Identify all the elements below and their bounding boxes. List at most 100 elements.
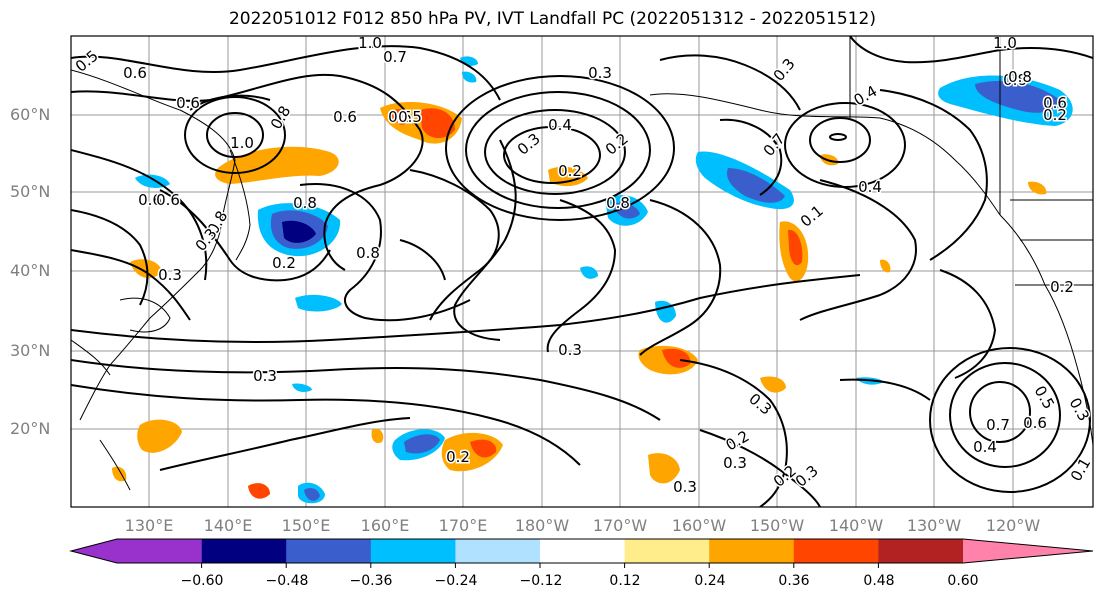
contour-label: 0.1 — [1067, 455, 1095, 485]
contour-label: 0.7 — [760, 130, 789, 160]
contour-label: 0.5 — [388, 108, 412, 126]
contour-label: 0.3 — [253, 367, 277, 385]
contour-label: 0.3 — [558, 341, 582, 359]
contour-label: 0.6 — [333, 108, 357, 126]
contour-label: 0.6 — [156, 191, 180, 209]
colorbar-tick-label: −0.36 — [349, 573, 393, 589]
colorbar — [69, 538, 1094, 568]
shade-pos — [112, 466, 127, 482]
lon-label: 170°W — [592, 516, 648, 535]
shade-neg — [304, 488, 320, 501]
lon-label: 170°E — [438, 516, 488, 535]
shade-pos — [880, 259, 891, 273]
lon-label: 120°W — [985, 516, 1041, 535]
lon-label: 160°E — [360, 516, 410, 535]
colorbar-tick-label: 0.36 — [778, 573, 810, 589]
lon-label: 130°E — [124, 516, 174, 535]
contour-label: 0.4 — [851, 82, 881, 110]
contour-label: 0.2 — [1043, 106, 1067, 124]
contour-label: 0.2 — [446, 448, 470, 466]
contour-label: 0.6 — [123, 64, 147, 82]
shade-neg — [404, 434, 440, 454]
shade-neg — [655, 300, 676, 323]
shade-pos — [1028, 181, 1047, 195]
colorbar-segment — [709, 539, 795, 563]
contour-label: 0.6 — [176, 94, 200, 112]
lon-label: 180°W — [514, 516, 570, 535]
lat-label: 30°N — [10, 341, 51, 360]
lat-label: 50°N — [10, 182, 51, 201]
shade-neg — [975, 80, 1060, 113]
coastlines — [71, 36, 1093, 491]
pc-shading — [112, 56, 1073, 504]
contour-label: 0.3 — [745, 390, 775, 419]
contour-label: 0.8 — [293, 194, 317, 212]
lon-label: 140°E — [203, 516, 253, 535]
colorbar-tick-label: −0.12 — [519, 573, 563, 589]
contour-label: 0.2 — [272, 254, 296, 272]
colorbar-segment — [793, 539, 879, 563]
shade-neg — [295, 294, 342, 312]
contour-label: 0.4 — [548, 116, 572, 134]
colorbar-segment — [540, 539, 626, 563]
shade-pos — [548, 166, 588, 187]
contour-label: 0.7 — [986, 416, 1010, 434]
colorbar-segment — [286, 539, 372, 563]
contour-label: 0.8 — [1008, 68, 1032, 86]
contour-label: 0.8 — [356, 244, 380, 262]
contour-label: 0.3 — [723, 454, 747, 472]
colorbar-segment — [71, 539, 202, 563]
contour-label: 0.3 — [673, 478, 697, 496]
shade-pos — [130, 259, 162, 278]
shade-pos — [137, 419, 182, 453]
lon-label: 130°W — [906, 516, 962, 535]
colorbar-segment — [878, 539, 964, 563]
contour-label: 0.6 — [1023, 414, 1047, 432]
contour-label: 0.8 — [606, 194, 630, 212]
pv-contours — [71, 36, 1093, 507]
colorbar-segment — [624, 539, 710, 563]
map-title: 2022051012 F012 850 hPa PV, IVT Landfall… — [228, 9, 876, 29]
lon-label: 150°E — [281, 516, 331, 535]
contour-label: 1.0 — [993, 34, 1017, 52]
lon-label: 140°W — [828, 516, 884, 535]
colorbar-segment — [201, 539, 287, 563]
colorbar-tick-label: 0.48 — [863, 573, 895, 589]
contour-label: 0.3 — [158, 266, 182, 284]
contour-label: 0.5 — [398, 108, 422, 126]
shade-neg — [726, 168, 785, 203]
shade-pos — [788, 229, 803, 266]
contour-label: 0.8 — [1003, 71, 1027, 89]
shade-neg — [612, 202, 640, 219]
lat-label: 20°N — [10, 419, 51, 438]
colorbar-tick-label: 0.24 — [694, 573, 726, 589]
shade-pos — [371, 428, 384, 444]
shade-pos — [648, 453, 680, 484]
shade-pos — [662, 348, 691, 368]
shade-pos — [760, 376, 786, 393]
colorbar-tick-label: −0.48 — [265, 573, 309, 589]
shade-neg — [462, 71, 477, 83]
shade-pos — [470, 439, 497, 458]
colorbar-segment — [370, 539, 456, 563]
contour-label: 0.3 — [588, 64, 612, 82]
contour-label: 0.4 — [858, 178, 882, 196]
contour-label: 0.8 — [267, 103, 295, 133]
contour-label: 0.4 — [973, 438, 997, 456]
colorbar-outline — [69, 538, 1094, 564]
shade-neg — [580, 266, 598, 279]
contour-label: 0.2 — [1050, 278, 1074, 296]
colorbar-tick-label: −0.24 — [434, 573, 478, 589]
contour-label: 0.7 — [383, 48, 407, 66]
contour-label: 1.0 — [230, 134, 254, 152]
gridlines — [71, 36, 1093, 507]
shade-neg — [292, 383, 312, 392]
colorbar-segment — [455, 539, 541, 563]
lat-label: 60°N — [10, 105, 51, 124]
lat-label: 40°N — [10, 261, 51, 280]
shade-pos — [420, 108, 455, 139]
shade-pos — [390, 109, 410, 125]
colorbar-tick-label: 0.12 — [609, 573, 641, 589]
colorbar-tick-label: −0.60 — [180, 573, 224, 589]
